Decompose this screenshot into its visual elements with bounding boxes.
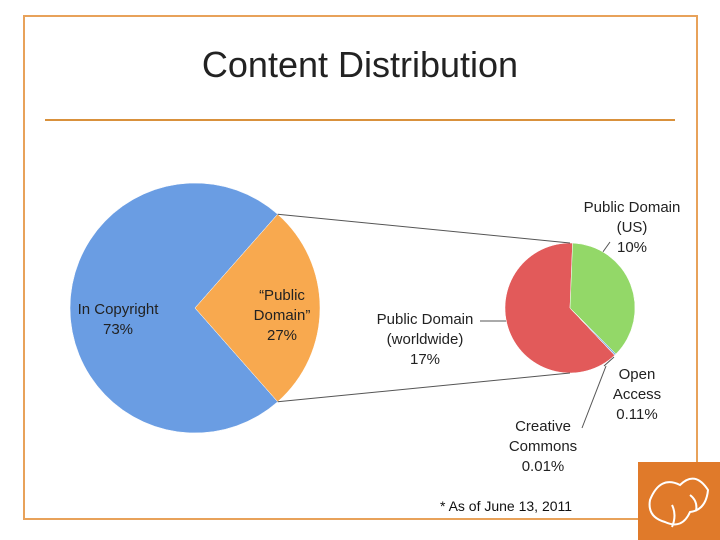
slide-border — [23, 15, 698, 520]
data-label: Public Domain (US) 10% — [582, 198, 682, 258]
value-label: 17% — [409, 351, 441, 368]
value-label: 0.01% — [521, 458, 565, 475]
leader-line — [581, 365, 607, 429]
category-label: Public Domain (US) — [583, 199, 681, 236]
pie-slice — [569, 307, 616, 356]
category-label: “Public Domain” — [253, 287, 311, 324]
value-label: 10% — [616, 239, 648, 256]
category-label: In Copyright — [77, 301, 159, 318]
data-label: “Public Domain” 27% — [237, 286, 327, 346]
pie-slice — [569, 242, 636, 355]
data-label: Public Domain (worldwide) 17% — [365, 310, 485, 370]
connector-line — [277, 372, 571, 403]
pie-slice — [69, 182, 279, 434]
data-label: Creative Commons 0.01% — [503, 417, 583, 477]
chart-title: Content Distribution — [201, 44, 519, 85]
value-label: 73% — [102, 321, 134, 338]
logo — [638, 462, 720, 540]
data-label: In Copyright 73% — [63, 300, 173, 340]
pie-slice — [194, 213, 321, 403]
category-label: Open Access — [612, 366, 662, 403]
pie-slice — [504, 242, 615, 374]
value-label: 27% — [266, 327, 298, 344]
leader-line — [603, 356, 615, 367]
data-label: Open Access 0.11% — [597, 365, 677, 425]
category-label: Public Domain (worldwide) — [376, 311, 474, 348]
value-label: 0.11% — [616, 406, 658, 423]
category-label: Creative Commons — [508, 418, 578, 455]
connector-line — [277, 213, 571, 244]
footnote: * As of June 13, 2011 — [440, 498, 573, 514]
